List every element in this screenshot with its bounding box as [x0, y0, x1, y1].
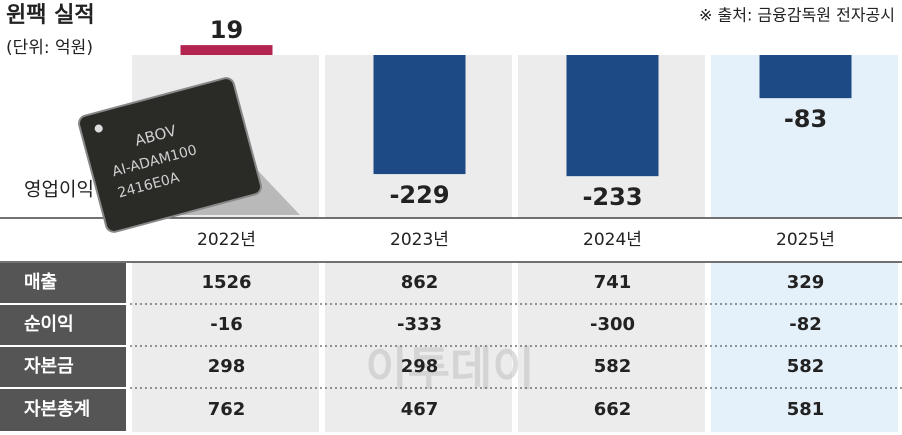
row-header-cell: [0, 305, 126, 345]
series-label: 영업이익: [24, 179, 94, 201]
column-panel: [325, 262, 512, 432]
table-cell: 467: [401, 399, 439, 420]
row-header-cell: [0, 263, 126, 303]
table-cell: 741: [594, 272, 632, 293]
watermark: 이투데이: [365, 342, 534, 396]
chip: ABOV AI-ADAM100 2416E0A: [77, 77, 263, 233]
table-cell: -300: [590, 314, 635, 335]
bar: [566, 55, 659, 177]
title: 윈팩 실적: [6, 3, 95, 28]
column-panel: [132, 262, 319, 432]
table-cell: 298: [401, 356, 439, 377]
table-cell: 329: [787, 272, 825, 293]
row-header-cell: [0, 389, 126, 431]
value-label: -229: [389, 181, 449, 209]
source: ※ 출처: 금융감독원 전자공시: [699, 6, 895, 25]
value-label: -83: [784, 105, 827, 133]
chip-body: [77, 77, 263, 233]
row-header: 순이익: [24, 314, 74, 335]
table-cell: 582: [787, 356, 825, 377]
table-cell: 581: [787, 399, 825, 420]
subtitle: (단위: 억원): [6, 38, 93, 58]
row-header-cell: [0, 347, 126, 387]
table-cell: 662: [594, 399, 632, 420]
column-panel: [518, 262, 705, 432]
x-tick-label: 2025년: [776, 230, 835, 250]
table-cell: -82: [789, 314, 822, 335]
chip-dot: [94, 124, 103, 133]
table-cell: 298: [208, 356, 246, 377]
table-cell: 582: [594, 356, 632, 377]
bar: [759, 55, 852, 99]
x-tick-label: 2022년: [197, 230, 256, 250]
row-header: 매출: [24, 272, 57, 293]
table-cell: -333: [397, 314, 442, 335]
x-tick-label: 2023년: [390, 230, 449, 250]
value-label: 19: [210, 16, 243, 44]
row-header: 자본총계: [24, 399, 90, 420]
column-panel: [711, 262, 898, 432]
row-header: 자본금: [24, 356, 74, 377]
bar: [373, 55, 466, 175]
table-cell: 862: [401, 272, 439, 293]
table-cell: 1526: [201, 272, 251, 293]
bar: [180, 45, 273, 55]
table-cell: 762: [208, 399, 246, 420]
table-cell: -16: [210, 314, 243, 335]
value-label: -233: [582, 183, 642, 211]
x-tick-label: 2024년: [583, 230, 642, 250]
